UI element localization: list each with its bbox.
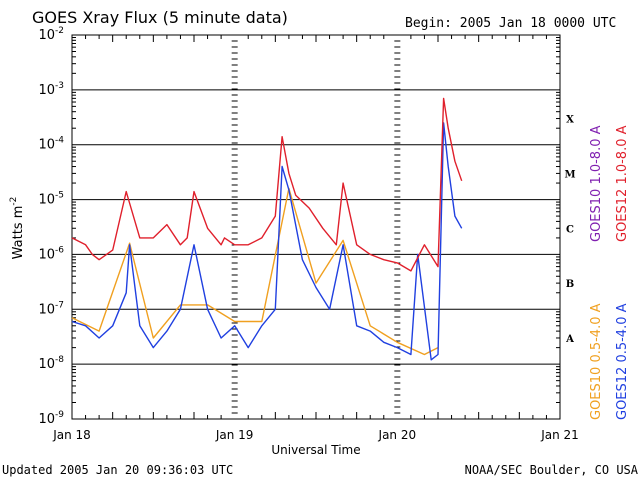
series-line [71, 122, 463, 361]
y-axis-ticks: 10-910-810-710-610-510-410-310-2 [38, 26, 560, 427]
legend-goes12-short: GOES12 0.5-4.0 A [615, 303, 630, 420]
footer-updated: Updated 2005 Jan 20 09:36:03 UTC [2, 463, 233, 477]
y-tick-label: 10-5 [38, 191, 64, 208]
flare-class-label: B [566, 279, 574, 290]
y-tick-base: 10 [38, 302, 55, 317]
x-tick-label: Jan 20 [378, 428, 417, 442]
y-tick-label: 10-8 [38, 355, 64, 372]
y-tick-base: 10 [38, 193, 55, 208]
y-tick-exp: -7 [55, 300, 64, 310]
y-tick-label: 10-9 [38, 410, 64, 427]
footer-credit: NOAA/SEC Boulder, CO USA [465, 463, 639, 477]
y-tick-label: 10-3 [38, 81, 64, 98]
series-line [71, 187, 439, 356]
y-tick-label: 10-7 [38, 300, 64, 317]
legend-bottom: GOES10 0.5-4.0 A GOES12 0.5-4.0 A [589, 303, 630, 420]
x-axis-label: Universal Time [271, 443, 360, 457]
y-tick-base: 10 [38, 247, 55, 262]
legend-goes12-long: GOES12 1.0-8.0 A [615, 125, 630, 242]
flare-class-labels: X M C B A [564, 115, 575, 345]
y-tick-base: 10 [38, 138, 55, 153]
flare-class-label: A [565, 334, 574, 345]
x-tick-label: Jan 18 [52, 428, 91, 442]
x-tick-label: Jan 19 [215, 428, 254, 442]
flare-class-label: M [564, 169, 575, 180]
y-tick-exp: -3 [55, 81, 64, 91]
y-tick-exp: -4 [55, 136, 64, 146]
legend-top: GOES10 1.0-8.0 A GOES12 1.0-8.0 A [589, 125, 630, 242]
x-axis-ticks: Jan 18 Jan 19 Jan 20 Jan 21 [52, 34, 579, 442]
y-tick-exp: -5 [55, 191, 64, 201]
legend-goes10-short: GOES10 0.5-4.0 A [589, 303, 604, 420]
plot-frame [71, 34, 561, 420]
y-tick-exp: -6 [55, 245, 64, 255]
y-tick-exp: -9 [55, 410, 64, 420]
y-tick-base: 10 [38, 28, 55, 43]
y-tick-exp: -8 [55, 355, 64, 365]
begin-label: Begin: 2005 Jan 18 0000 UTC [405, 16, 616, 31]
y-tick-label: 10-4 [38, 136, 64, 153]
legend-goes10-long: GOES10 1.0-8.0 A [589, 125, 604, 242]
series-lines [71, 97, 463, 361]
x-tick-label: Jan 21 [540, 428, 579, 442]
y-tick-base: 10 [38, 83, 55, 98]
y-tick-base: 10 [38, 357, 55, 372]
y-axis-label: Watts m-2 [9, 197, 26, 260]
y-axis-label-exp: -2 [9, 197, 19, 206]
y-tick-label: 10-6 [38, 245, 64, 262]
flare-class-label: C [566, 224, 574, 235]
y-tick-base: 10 [38, 412, 55, 427]
chart-title: GOES Xray Flux (5 minute data) [32, 8, 288, 27]
y-axis-label-base: Watts m [11, 206, 26, 260]
y-tick-label: 10-2 [38, 26, 64, 43]
y-tick-exp: -2 [55, 26, 64, 36]
flare-class-label: X [566, 115, 574, 126]
gridlines [72, 89, 560, 365]
series-line [71, 97, 463, 272]
